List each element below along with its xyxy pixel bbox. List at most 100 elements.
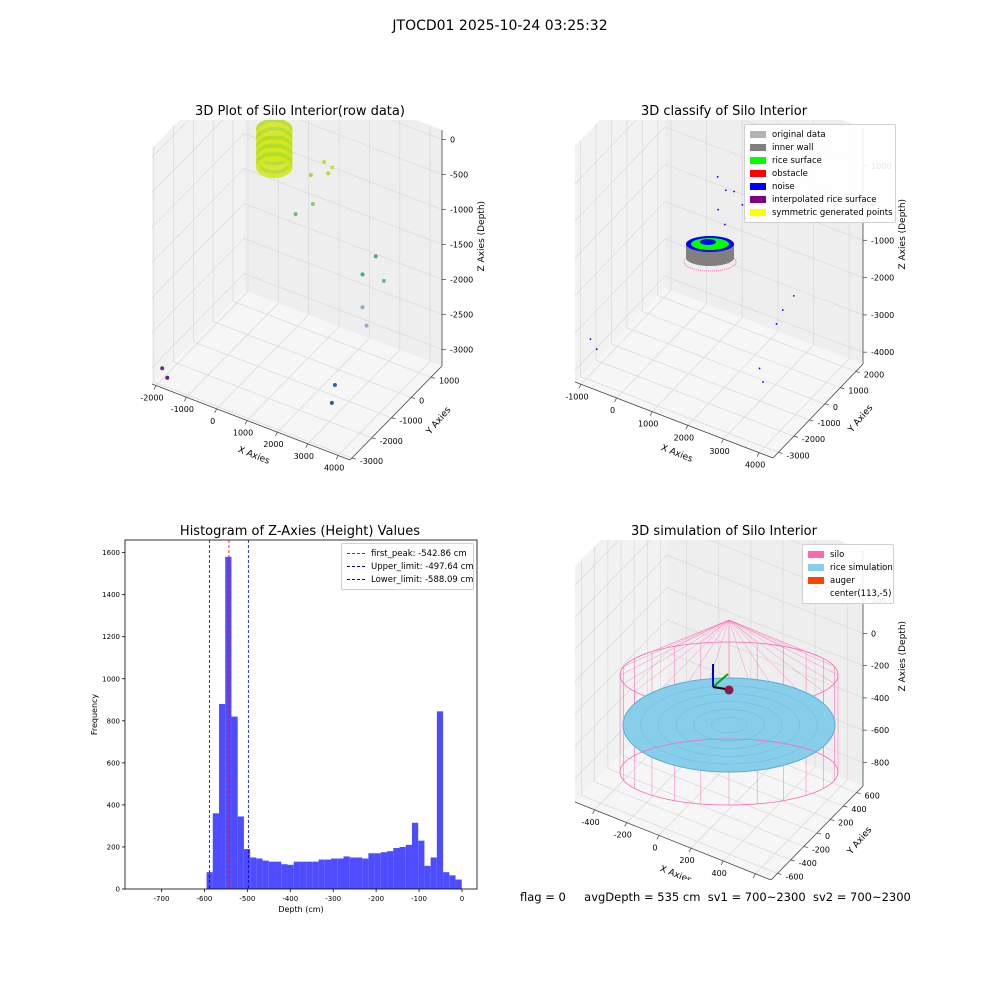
histogram-bar xyxy=(219,703,226,889)
x-axis-label: X Axies xyxy=(658,864,693,880)
legend-swatch xyxy=(808,590,824,597)
z-tick-label: 0 xyxy=(450,135,455,144)
silo-roof-line xyxy=(623,619,730,684)
legend-swatch xyxy=(808,564,824,571)
data-point xyxy=(322,160,327,165)
x-tick-mark xyxy=(275,431,278,437)
legend-label: Upper_limit: -497.64 cm xyxy=(371,561,474,572)
silo-roof-line xyxy=(728,619,835,667)
y-tick-mark xyxy=(840,387,845,390)
y-tick-mark xyxy=(830,819,835,821)
histogram-bar xyxy=(293,861,300,889)
z-gridline xyxy=(151,120,443,158)
y-tick-label: 200 xyxy=(107,843,120,851)
data-point xyxy=(329,400,334,405)
z-tick-label: -400 xyxy=(871,694,889,703)
y-tick-label: -3000 xyxy=(786,451,809,460)
noise-point xyxy=(717,208,720,211)
silo-roof-line xyxy=(634,619,730,692)
x-tick-label: 2000 xyxy=(263,440,283,449)
x-gridline-floor xyxy=(616,303,707,399)
histogram-bar xyxy=(374,853,381,889)
classify-legend: original data inner wall rice surface obsta… xyxy=(744,124,896,223)
legend-line-sample xyxy=(347,579,365,580)
legend-label: original data xyxy=(772,129,826,140)
y-gridline-floor xyxy=(580,375,779,453)
y-tick-mark xyxy=(809,419,814,422)
legend-label: symmetric generated points xyxy=(772,207,893,218)
y-tick-mark xyxy=(778,451,783,454)
y-tick-label: 200 xyxy=(838,819,853,828)
y-gridline-floor xyxy=(607,768,804,847)
y-tick-label: 800 xyxy=(107,717,120,725)
histogram-bar xyxy=(424,865,431,889)
rice-mesh-ring xyxy=(693,709,765,741)
x-axis-line xyxy=(151,383,351,461)
z-tick-label: -1000 xyxy=(871,236,894,245)
y-tick-mark xyxy=(371,437,376,440)
x-tick-mark xyxy=(721,438,724,444)
x-tick-label: 1000 xyxy=(233,428,253,437)
y-tick-label: 600 xyxy=(107,759,120,767)
y-gridline-floor xyxy=(153,381,352,459)
histogram-bar xyxy=(455,879,462,889)
x-tick-label: 0 xyxy=(460,895,464,903)
legend-entry: silo xyxy=(808,548,888,561)
histogram-bar xyxy=(231,716,238,889)
z-gridline xyxy=(574,540,864,586)
histogram-bar xyxy=(318,859,325,889)
x-gridline-floor xyxy=(337,361,431,456)
z-tick-label: -2000 xyxy=(871,274,894,283)
depth-histogram: -700 -600 -500 -400 -300 -200 -100 0 0 200 400 600 8… xyxy=(90,539,478,914)
z-tick-label: -800 xyxy=(871,758,889,767)
legend-swatch xyxy=(750,157,766,164)
auger-center-marker xyxy=(724,685,734,695)
floor-pane xyxy=(575,288,863,458)
x-tick-label: 3000 xyxy=(709,447,729,456)
data-point xyxy=(373,254,378,259)
histogram-bar xyxy=(324,859,332,889)
x-gridline-floor xyxy=(277,337,370,433)
silo-roof-line xyxy=(651,619,730,652)
y-tick-mark xyxy=(855,371,860,373)
rice-mesh-ring xyxy=(675,701,783,749)
y-gridline-floor xyxy=(232,300,432,378)
panel2-title: 3D classify of Silo Interior xyxy=(640,104,808,119)
noise-point xyxy=(775,323,778,325)
z-gridline xyxy=(151,168,443,263)
x-tick-label: -100 xyxy=(411,895,427,903)
x-axis-line xyxy=(574,801,772,880)
rice-mesh-ring xyxy=(711,716,747,734)
y-tick-mark xyxy=(856,792,861,794)
y-axis-line xyxy=(770,785,864,880)
x-tick-mark xyxy=(756,452,760,457)
legend-swatch xyxy=(750,183,766,190)
inner-wall-bottom xyxy=(686,250,734,266)
histogram-bar xyxy=(212,813,220,889)
legend-label: center(113,-5) xyxy=(830,588,892,599)
avg-depth-text: avgDepth = 535 cm xyxy=(584,890,701,904)
y-gridline-floor xyxy=(193,341,392,419)
z-gridline xyxy=(574,540,864,618)
y-tick-label: 2000 xyxy=(864,371,884,380)
legend-entry: symmetric generated points xyxy=(750,206,893,219)
z-gridline xyxy=(151,120,443,193)
z-gridline xyxy=(574,275,864,371)
y-tick-label: 400 xyxy=(851,805,866,814)
silo-roof-line xyxy=(651,619,730,699)
silo-roof-line xyxy=(728,619,824,659)
rice-simulation-surface xyxy=(622,677,836,773)
simulation-3d-plot: -400-2000200400600-600-400-2000200400600… xyxy=(574,540,908,880)
x-gridline-floor xyxy=(758,358,850,453)
x-tick-label: 1000 xyxy=(638,420,658,429)
histogram-bar xyxy=(405,844,412,889)
silo-roof-line xyxy=(623,619,730,667)
histogram-bar xyxy=(362,858,369,889)
histogram-bar xyxy=(281,864,288,889)
legend-line-sample xyxy=(347,553,365,554)
x-tick-label: -1000 xyxy=(565,392,588,401)
panel1-title: 3D Plot of Silo Interior(row data) xyxy=(195,104,405,119)
histogram-bar xyxy=(287,864,294,889)
y-tick-label: 0 xyxy=(833,403,838,412)
z-gridline xyxy=(151,238,443,333)
